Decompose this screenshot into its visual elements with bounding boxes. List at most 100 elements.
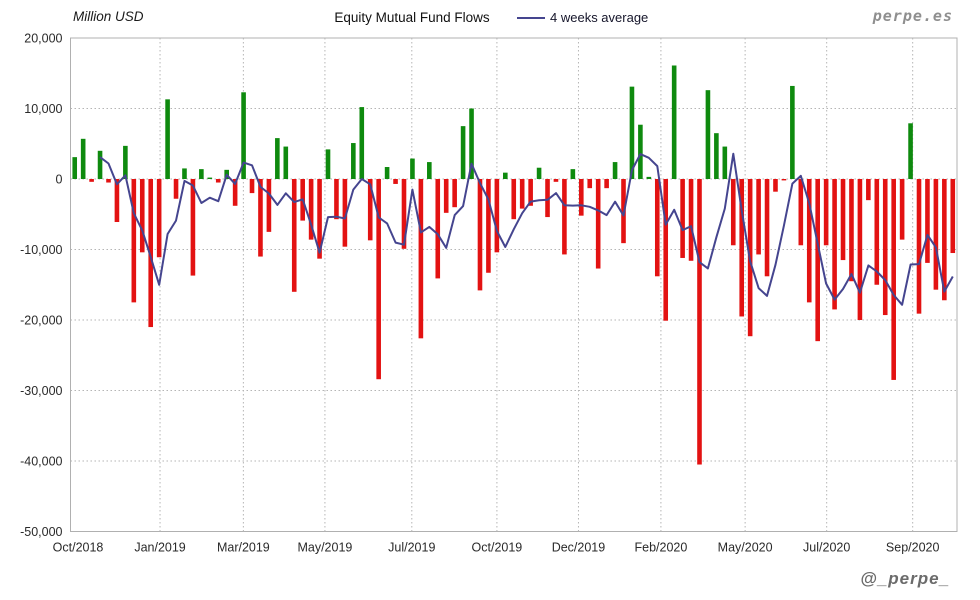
flow-bar (908, 123, 913, 179)
flow-bar (587, 179, 593, 189)
flow-bar (114, 179, 120, 223)
flow-bar (832, 179, 837, 310)
flow-bar (790, 85, 795, 179)
y-axis-unit-title: Million USD (73, 9, 144, 24)
y-tick-label: 10,000 (24, 102, 62, 116)
flow-bar (317, 179, 322, 259)
flow-bar (882, 179, 888, 316)
flow-bar (367, 179, 373, 241)
x-tick-label: Jan/2019 (134, 541, 185, 555)
chart-title: Equity Mutual Fund Flows (334, 10, 490, 25)
gridlines: 20,000 10,000 0 -10,000 -20,000 -30,000 -40,00… (20, 32, 957, 555)
flow-bar (494, 179, 500, 253)
flow-bar (942, 179, 947, 301)
flow-bar (764, 179, 770, 277)
flow-bar (275, 138, 280, 179)
y-tick-label: -10,000 (20, 243, 62, 257)
legend: 4 weeks average (517, 10, 648, 25)
flow-bar (123, 145, 128, 179)
flow-bar (781, 179, 787, 181)
flow-bar (156, 179, 162, 258)
legend-line-swatch-icon (517, 16, 545, 19)
x-tick-label: Feb/2020 (634, 541, 687, 555)
flow-bar (511, 179, 517, 220)
flow-bar (89, 179, 94, 182)
flow-bar (756, 179, 761, 255)
flow-bar (671, 65, 677, 179)
flow-bar (823, 179, 829, 246)
flow-bar (443, 179, 449, 213)
flow-bar (612, 162, 618, 179)
flow-bar (528, 179, 533, 206)
x-tick-label: May/2020 (718, 541, 773, 555)
flow-bar (139, 179, 145, 253)
flow-bar (570, 169, 576, 179)
flow-bar (249, 179, 255, 194)
flow-bar (384, 167, 390, 179)
flow-bar (486, 179, 491, 273)
flow-bar (376, 179, 381, 380)
y-tick-label: -30,000 (20, 384, 62, 398)
flow-bar (131, 179, 137, 303)
flow-bar (215, 179, 221, 183)
x-tick-label: Oct/2019 (472, 541, 523, 555)
flow-bar (148, 179, 154, 328)
flow-bar (815, 179, 820, 342)
y-tick-label: -50,000 (20, 525, 62, 539)
flow-bar (334, 179, 339, 220)
y-tick-label: -20,000 (20, 314, 62, 328)
flow-bar (469, 108, 474, 179)
flow-bar (435, 179, 441, 279)
flow-bar (241, 92, 246, 179)
flow-bar (578, 179, 584, 216)
flow-bar (418, 179, 424, 339)
flow-bar (401, 179, 407, 249)
flow-bar (190, 179, 196, 276)
flow-bar (553, 179, 559, 182)
flow-bar (266, 179, 272, 232)
flow-bar (916, 179, 922, 314)
y-tick-label: -40,000 (20, 455, 62, 469)
flow-bar (688, 179, 694, 261)
flow-bar (477, 179, 483, 291)
flow-bar (899, 179, 905, 240)
flow-bar (722, 146, 728, 179)
flow-bar (106, 179, 111, 183)
flow-bar (427, 162, 432, 179)
flow-bar (925, 179, 930, 263)
flow-bar (857, 179, 863, 320)
flow-bar (646, 176, 652, 179)
flow-bar (950, 179, 956, 254)
x-tick-label: Dec/2019 (552, 541, 606, 555)
flow-bar (697, 179, 702, 465)
legend-label: 4 weeks average (550, 10, 649, 25)
y-tick-label: 0 (56, 173, 63, 187)
flow-bar (232, 179, 238, 206)
x-tick-label: May/2019 (297, 541, 352, 555)
flow-bar (308, 179, 314, 240)
flow-bar (460, 126, 466, 179)
flow-bar (410, 158, 415, 179)
x-tick-label: Mar/2019 (217, 541, 270, 555)
x-tick-label: Oct/2018 (53, 541, 104, 555)
flow-bar (680, 179, 685, 258)
flow-bar (730, 179, 736, 246)
flow-bar (638, 124, 643, 179)
flow-bar (80, 138, 86, 179)
flow-bar (739, 179, 745, 317)
flow-bar (503, 172, 508, 179)
flow-bar (933, 179, 939, 290)
flow-bar (874, 179, 880, 285)
flow-bar (351, 143, 356, 179)
flow-bar (393, 179, 398, 184)
flow-bar (452, 179, 457, 208)
flow-bar (199, 169, 204, 179)
flow-bar (258, 179, 263, 257)
flow-bar (654, 179, 660, 277)
flow-bar (714, 133, 719, 179)
x-tick-label: Jul/2020 (803, 541, 850, 555)
flow-bar (283, 146, 289, 179)
flow-bar (773, 179, 778, 192)
